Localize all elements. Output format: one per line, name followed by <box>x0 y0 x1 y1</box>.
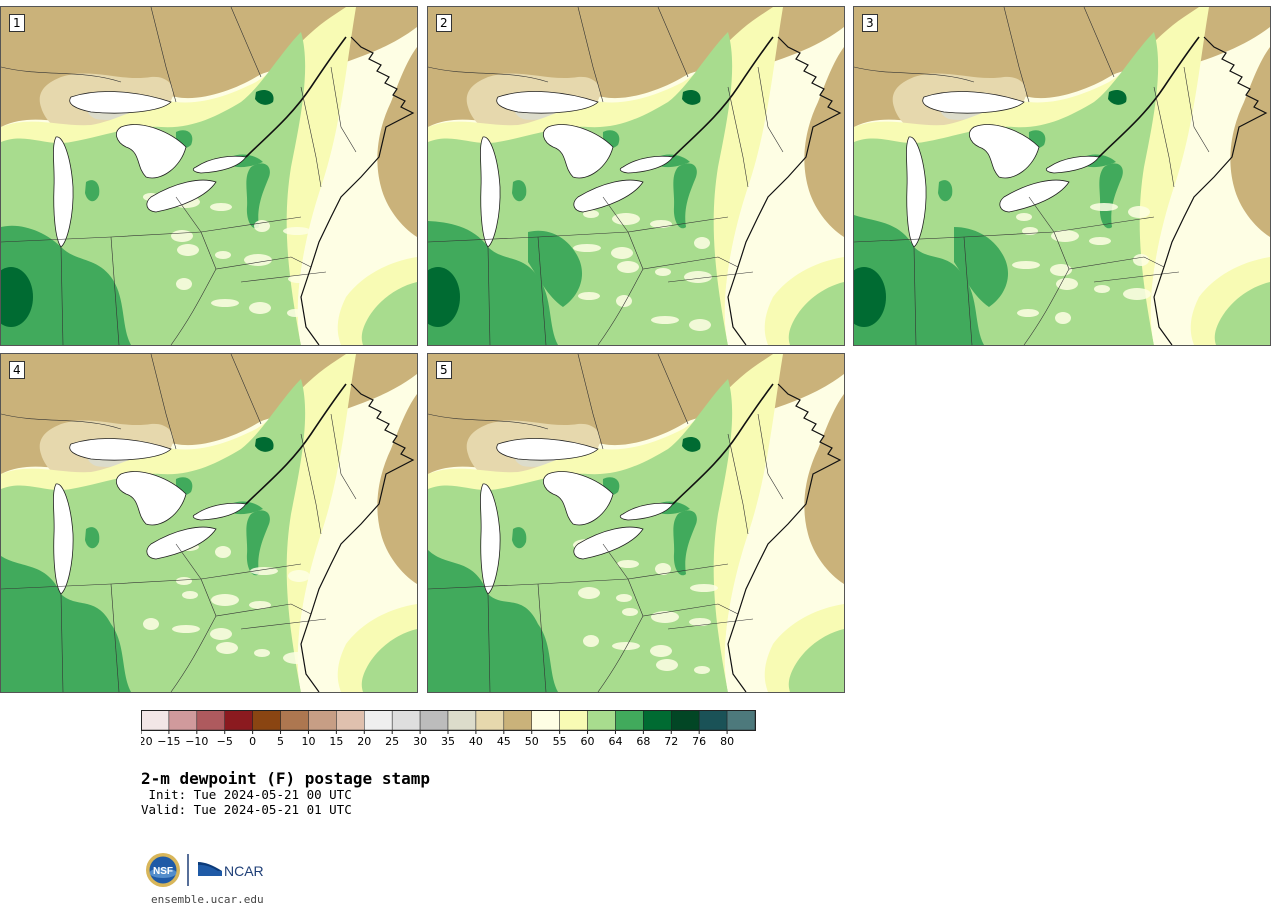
colorbar-swatch <box>559 710 588 731</box>
colorbar-tick-label: 72 <box>664 735 678 748</box>
colorbar-tick-label: 76 <box>692 735 706 748</box>
colorbar-swatch <box>364 710 393 731</box>
ncar-text: NCAR <box>224 863 264 879</box>
dewpoint-map-5 <box>428 354 844 692</box>
colorbar-tick-label: 20 <box>357 735 371 748</box>
colorbar-swatch <box>615 710 644 731</box>
colorbar-tick-label: 45 <box>497 735 511 748</box>
ensemble-member-panel-2: 2 <box>427 6 845 346</box>
nsf-seal-icon: NSF <box>146 853 180 887</box>
colorbar-swatch <box>252 710 281 731</box>
colorbar-tick-label: 40 <box>469 735 483 748</box>
dewpoint-map-2 <box>428 7 844 345</box>
panel-label-4: 4 <box>9 361 25 379</box>
chart-title: 2-m dewpoint (F) postage stamp <box>141 769 430 788</box>
panel-label-5: 5 <box>436 361 452 379</box>
init-time: Init: Tue 2024-05-21 00 UTC <box>141 787 352 802</box>
panel-label-2: 2 <box>436 14 452 32</box>
colorbar-swatch <box>141 710 170 731</box>
colorbar-swatch <box>336 710 365 731</box>
colorbar-swatch <box>447 710 477 731</box>
colorbar-tick-label: 10 <box>301 735 315 748</box>
nsf-text: NSF <box>153 866 173 877</box>
colorbar-tick-label: 25 <box>385 735 399 748</box>
colorbar-tick-label: 50 <box>525 735 539 748</box>
colorbar-tick-label: −5 <box>217 735 233 748</box>
colorbar-swatch <box>671 710 700 731</box>
colorbar: −20 −15 −10 −5 0 5 10 15 20 25 30 35 40 45 50 55 60 64 68 7… <box>141 710 756 748</box>
colorbar-tick-label: 64 <box>608 735 622 748</box>
colorbar-swatch <box>503 710 532 731</box>
colorbar-tick-label: 5 <box>277 735 284 748</box>
colorbar-swatch <box>391 710 421 731</box>
ensemble-member-panel-1: 1 <box>0 6 418 346</box>
colorbar-swatch <box>726 710 756 731</box>
ensemble-member-panel-4: 4 <box>0 353 418 693</box>
colorbar-tick-label: 35 <box>441 735 455 748</box>
colorbar-swatch <box>224 710 253 731</box>
colorbar-swatch <box>196 710 225 731</box>
colorbar-tick-label: −20 <box>141 735 153 748</box>
colorbar-tick-label: 15 <box>329 735 343 748</box>
colorbar-swatch <box>698 710 728 731</box>
colorbar-swatch <box>419 710 449 731</box>
valid-time: Valid: Tue 2024-05-21 01 UTC <box>141 802 352 817</box>
colorbar-swatch <box>531 710 560 731</box>
colorbar-tick-label: −15 <box>157 735 180 748</box>
colorbar-tick-label: 55 <box>553 735 567 748</box>
footer-url[interactable]: ensemble.ucar.edu <box>151 893 264 906</box>
dewpoint-map-1 <box>1 7 417 345</box>
dewpoint-map-3 <box>854 7 1270 345</box>
ncar-mark-icon <box>198 862 222 876</box>
colorbar-swatch <box>643 710 672 731</box>
colorbar-tick-label: 60 <box>581 735 595 748</box>
colorbar-swatch <box>475 710 505 731</box>
colorbar-swatch <box>280 710 309 731</box>
colorbar-swatch <box>308 710 337 731</box>
ensemble-member-panel-5: 5 <box>427 353 845 693</box>
colorbar-tick-label: 68 <box>636 735 650 748</box>
colorbar-tick-label: 30 <box>413 735 427 748</box>
dewpoint-map-4 <box>1 354 417 692</box>
nsf-ncar-logo: NSF NCAR <box>146 853 264 887</box>
ensemble-member-panel-3: 3 <box>853 6 1271 346</box>
colorbar-tick-label: 80 <box>720 735 734 748</box>
colorbar-tick-label: −10 <box>185 735 208 748</box>
panel-label-3: 3 <box>862 14 878 32</box>
panel-label-1: 1 <box>9 14 25 32</box>
colorbar-swatch <box>587 710 616 731</box>
colorbar-swatch <box>168 710 198 731</box>
colorbar-tick-label: 0 <box>249 735 256 748</box>
